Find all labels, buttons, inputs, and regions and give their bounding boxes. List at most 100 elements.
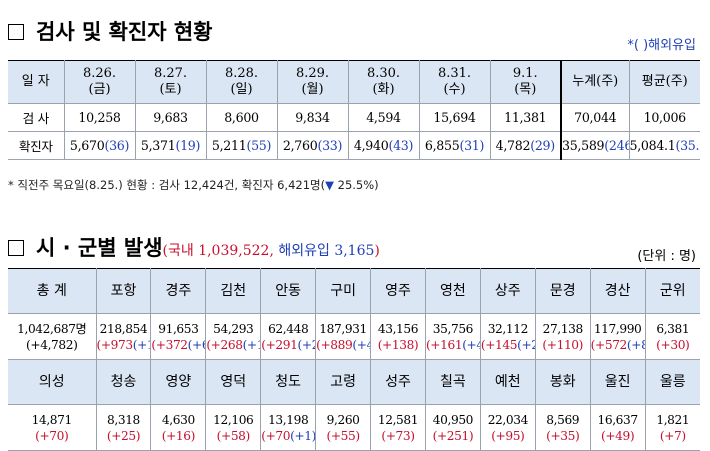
region-value: 8,569 (+35)	[534, 404, 591, 451]
region-value: 27,138 (+110)	[534, 313, 591, 360]
cumulative-count: 12,581	[377, 412, 419, 427]
region-value-row-1: 1,042,687명(+4,782)218,854(+973(+1))91,65…	[8, 313, 700, 360]
region-header: 경산	[589, 268, 646, 314]
cumulative-count: 6,381	[656, 321, 690, 336]
region-header: 고령	[315, 359, 371, 405]
region-header: 울릉	[644, 359, 700, 405]
daily-increase: (+1)	[290, 428, 316, 443]
cases-cell: 35,589(246)	[560, 131, 629, 160]
region-header: 총 계	[8, 268, 97, 314]
overseas-count: (33)	[317, 138, 343, 153]
overseas-count: (43)	[388, 138, 414, 153]
daily-increase: (+2)	[297, 337, 315, 352]
daily-increase: (+35)	[546, 428, 580, 443]
overseas-count: (29)	[530, 138, 555, 153]
cumulative-count: 62,448	[268, 321, 309, 336]
overseas-count: (31)	[459, 138, 485, 153]
cumulative-count: 27,138	[542, 321, 584, 336]
overseas-count: (19)	[175, 138, 201, 153]
cumulative-count: 9,260	[326, 412, 360, 427]
cases-row: 확진자 5,670(36) 5,371(19) 5,211(55) 2,760(33) 4…	[8, 131, 700, 160]
region-header: 상주	[479, 268, 536, 314]
region-value: 22,034 (+95)	[479, 404, 536, 451]
region-header: 영천	[424, 268, 481, 314]
cases-cell: 4,782(29)	[489, 131, 561, 160]
region-header: 봉화	[534, 359, 591, 405]
section-title-testing: 검사 및 확진자 현황	[8, 16, 213, 46]
cases-cell: 6,855(31)	[418, 131, 490, 160]
row-label: 검 사	[8, 103, 64, 132]
region-value: 16,637 (+49)	[589, 404, 646, 451]
cumulative-count: 35,756	[432, 321, 474, 336]
daily-increase: (+4,782)	[26, 337, 78, 352]
overseas-note: *( )해외유입	[627, 38, 696, 53]
testing-table: 일 자 8.26. (금) 8.27. (토) 8.28. (일) 8.29. (월) 8.30.…	[8, 60, 700, 160]
cumulative-count: 14,871	[31, 412, 73, 427]
daily-increase: (+6)	[187, 337, 206, 352]
daily-increase: (+572	[590, 337, 627, 352]
tests-cell: 9,683	[134, 103, 206, 132]
cases-cell: 4,940(43)	[347, 131, 419, 160]
tests-row: 검 사 10,258 9,683 8,600 9,834 4,594 15,694 11,38…	[8, 103, 700, 132]
region-header: 김천	[205, 268, 261, 314]
region-value: 1,821 (+7)	[644, 404, 700, 451]
region-value: 1,042,687명 (+4,782)	[8, 313, 97, 360]
daily-increase: (+70	[261, 428, 291, 443]
checkbox-square-icon	[8, 240, 24, 256]
region-header: 영덕	[205, 359, 261, 405]
checkbox-square-icon	[8, 24, 24, 40]
section-title-region: 시 · 군별 발생(국내 1,039,522, 해외유입 3,165)	[8, 232, 380, 262]
tests-cell: 11,381	[489, 103, 561, 132]
cumulative-count: 8,569	[546, 412, 580, 427]
cumulative-count: 22,034	[487, 412, 529, 427]
region-value: 218,854(+973(+1))	[95, 313, 151, 360]
daily-increase: (+4)	[462, 337, 480, 352]
cumulative-count: 13,198	[268, 412, 309, 427]
region-value: 13,198(+70(+1))	[260, 404, 316, 451]
region-header: 구미	[315, 268, 371, 314]
region-header: 울진	[589, 359, 646, 405]
region-header: 경주	[150, 268, 206, 314]
region-header: 성주	[370, 359, 426, 405]
tests-cell: 9,834	[276, 103, 348, 132]
daily-increase: (+372	[151, 337, 188, 352]
daily-increase: (+161	[425, 337, 463, 352]
daily-increase: (+1)	[242, 337, 261, 352]
region-header: 안동	[260, 268, 316, 314]
tests-avg: 10,006	[628, 103, 700, 132]
tests-cell: 4,594	[347, 103, 419, 132]
cumulative-count: 1,821	[656, 412, 690, 427]
date-header: 8.29. (월)	[276, 60, 348, 104]
date-header: 8.26. (금)	[63, 60, 135, 104]
region-value: 62,448(+291(+2))	[260, 313, 316, 360]
region-header: 문경	[534, 268, 591, 314]
region-header: 의성	[8, 359, 97, 405]
daily-increase: (+138)	[377, 337, 419, 352]
region-value-row-2: 14,871 (+70) 8,318 (+25) 4,630 (+16) 12,106 (+5…	[8, 404, 700, 451]
tests-cell: 10,258	[63, 103, 135, 132]
daily-increase: (+268	[206, 337, 243, 352]
daily-increase: (+4)	[352, 337, 370, 352]
daily-increase: (+973	[96, 337, 133, 352]
cases-cell: 5,371(19)	[134, 131, 206, 160]
daily-increase: (+30)	[656, 337, 690, 352]
region-table: 총 계 포항 경주 김천 안동 구미 영주 영천 상주 문경 경산 군위 1,042,687명 (+4,7…	[8, 268, 700, 451]
sum-header: 누계(주)	[560, 60, 629, 104]
cumulative-count: 218,854	[99, 321, 148, 336]
tests-cell: 15,694	[418, 103, 490, 132]
overseas-count: (35.1)	[675, 138, 700, 153]
region-value: 4,630 (+16)	[150, 404, 206, 451]
region-header-row-2: 의성 청송 영양 영덕 청도 고령 성주 칠곡 예천 봉화 울진 울릉	[8, 359, 700, 405]
cumulative-count: 54,293	[213, 321, 254, 336]
region-value: 187,931(+889(+4))	[315, 313, 371, 360]
daily-increase: (+2)	[517, 337, 535, 352]
overseas-count: (36)	[104, 138, 130, 153]
corner-cell: 일 자	[8, 60, 64, 104]
overseas-count: (246)	[604, 138, 629, 153]
unit-label: (단위 : 명)	[637, 249, 696, 264]
daily-increase: (+16)	[161, 428, 196, 443]
region-value: 32,112(+145(+2))	[479, 313, 536, 360]
region-value: 14,871 (+70)	[8, 404, 97, 451]
date-header: 8.28. (일)	[205, 60, 277, 104]
daily-increase: (+889	[316, 337, 353, 352]
